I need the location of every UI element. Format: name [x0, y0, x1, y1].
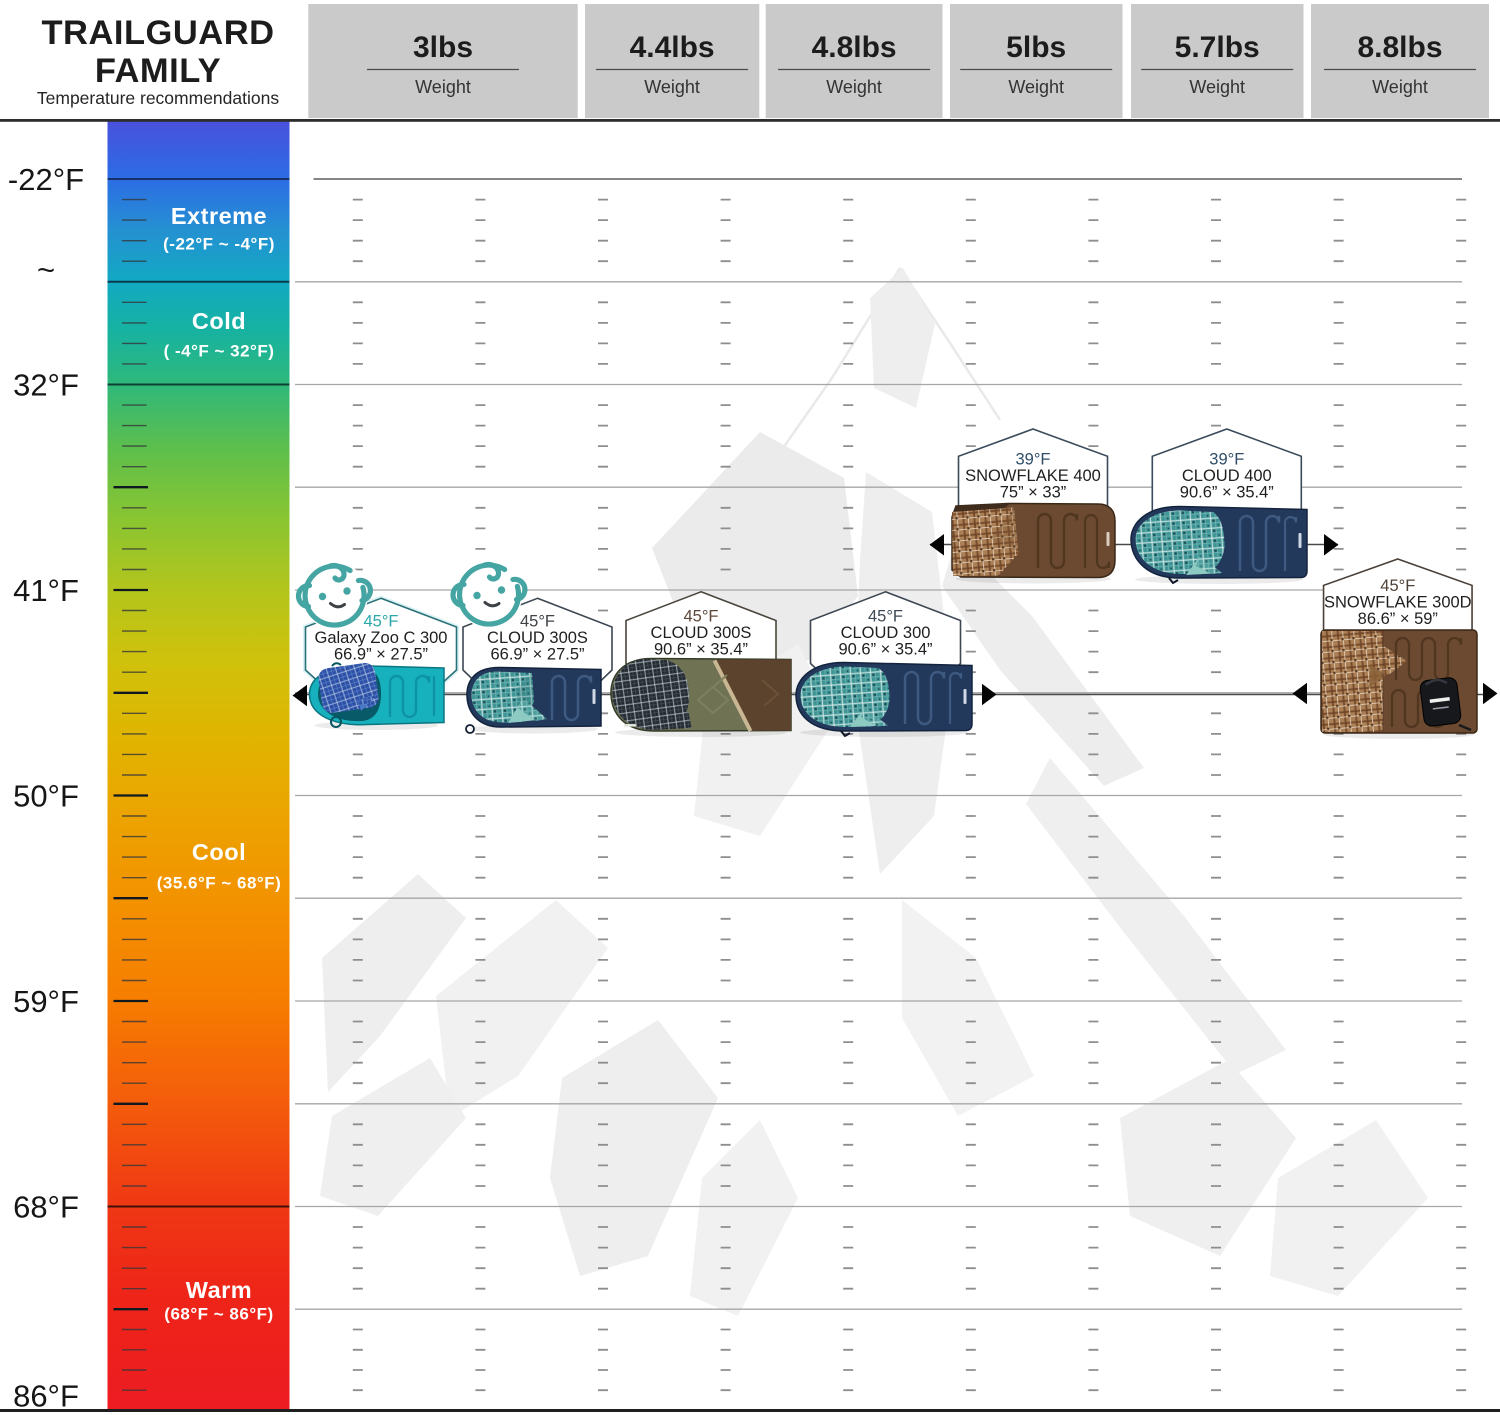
svg-text:45°F: 45°F	[1380, 577, 1415, 595]
svg-text:32°F: 32°F	[13, 368, 79, 403]
svg-text:SNOWFLAKE 400: SNOWFLAKE 400	[965, 467, 1101, 485]
svg-text:59°F: 59°F	[13, 984, 79, 1019]
svg-text:Cool: Cool	[192, 839, 246, 865]
svg-text:Temperature recommendations: Temperature recommendations	[37, 88, 279, 108]
svg-text:3lbs: 3lbs	[413, 31, 473, 64]
svg-text:FAMILY: FAMILY	[95, 52, 221, 90]
svg-text:Weight: Weight	[826, 77, 882, 97]
svg-text:TRAILGUARD: TRAILGUARD	[41, 14, 274, 52]
svg-text:39°F: 39°F	[1015, 451, 1050, 469]
svg-text:8.8lbs: 8.8lbs	[1357, 31, 1442, 64]
svg-text:(-22°F ~ -4°F): (-22°F ~ -4°F)	[163, 235, 275, 254]
svg-text:Warm: Warm	[186, 1277, 252, 1303]
svg-text:45°F: 45°F	[520, 613, 555, 631]
svg-text:(35.6°F ~ 68°F): (35.6°F ~ 68°F)	[157, 874, 282, 893]
svg-text:Cold: Cold	[192, 308, 246, 334]
svg-text:Weight: Weight	[1372, 77, 1428, 97]
svg-text:Weight: Weight	[1189, 77, 1245, 97]
svg-text:CLOUD 300S: CLOUD 300S	[651, 624, 752, 642]
svg-text:90.6” × 35.4”: 90.6” × 35.4”	[654, 641, 748, 659]
svg-text:90.6” × 35.4”: 90.6” × 35.4”	[838, 641, 932, 659]
svg-text:86.6” × 59”: 86.6” × 59”	[1358, 610, 1438, 628]
svg-text:4.4lbs: 4.4lbs	[630, 31, 715, 64]
svg-text:41°F: 41°F	[13, 573, 79, 608]
svg-text:66.9” × 27.5”: 66.9” × 27.5”	[490, 646, 584, 664]
svg-text:CLOUD 300: CLOUD 300	[841, 624, 931, 642]
svg-text:Weight: Weight	[644, 77, 700, 97]
svg-text:~: ~	[37, 253, 55, 288]
svg-text:45°F: 45°F	[868, 608, 903, 626]
svg-text:90.6” × 35.4”: 90.6” × 35.4”	[1180, 484, 1274, 502]
svg-text:39°F: 39°F	[1209, 451, 1244, 469]
svg-text:68°F: 68°F	[13, 1190, 79, 1225]
svg-text:5lbs: 5lbs	[1006, 31, 1066, 64]
svg-text:Extreme: Extreme	[171, 203, 267, 229]
svg-text:4.8lbs: 4.8lbs	[812, 31, 897, 64]
svg-text:45°F: 45°F	[363, 613, 398, 631]
svg-text:Weight: Weight	[415, 77, 471, 97]
svg-text:( -4°F ~ 32°F): ( -4°F ~ 32°F)	[164, 342, 275, 361]
svg-text:86°F: 86°F	[13, 1379, 79, 1414]
svg-text:Galaxy Zoo C 300: Galaxy Zoo C 300	[315, 629, 448, 647]
svg-text:-22°F: -22°F	[8, 162, 84, 197]
svg-text:CLOUD 400: CLOUD 400	[1182, 467, 1272, 485]
svg-text:CLOUD 300S: CLOUD 300S	[487, 629, 588, 647]
svg-text:66.9” × 27.5”: 66.9” × 27.5”	[334, 646, 428, 664]
svg-text:5.7lbs: 5.7lbs	[1175, 31, 1260, 64]
svg-text:45°F: 45°F	[683, 608, 718, 626]
svg-text:Weight: Weight	[1008, 77, 1064, 97]
svg-text:50°F: 50°F	[13, 779, 79, 814]
svg-text:75” × 33”: 75” × 33”	[1000, 484, 1067, 502]
svg-text:(68°F ~ 86°F): (68°F ~ 86°F)	[164, 1305, 273, 1324]
svg-text:SNOWFLAKE 300D: SNOWFLAKE 300D	[1324, 594, 1472, 612]
